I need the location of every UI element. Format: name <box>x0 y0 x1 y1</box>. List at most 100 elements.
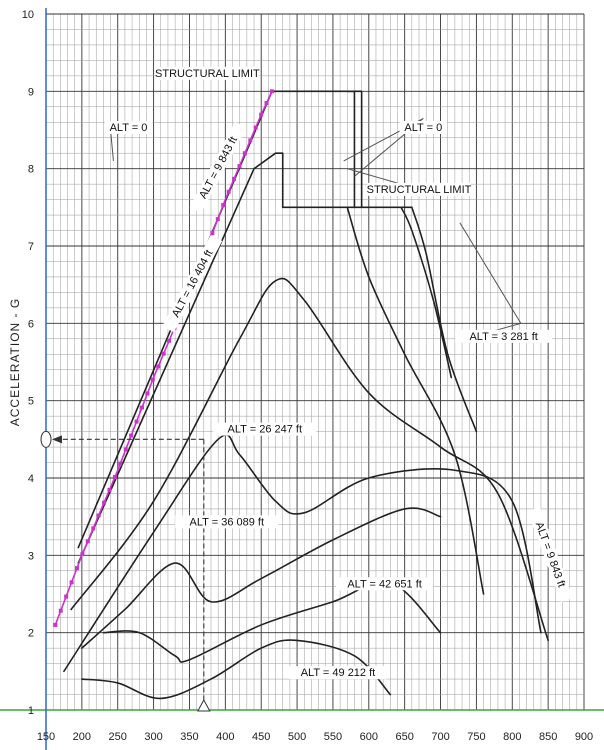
data-point <box>139 405 144 410</box>
data-point <box>242 151 247 156</box>
annotation-label: ALT = 36 089 ft <box>175 515 279 529</box>
data-point <box>221 203 226 208</box>
annotation-text: ALT = 49 212 ft <box>301 667 376 679</box>
x-tick-label: 350 <box>180 731 198 743</box>
y-tick-label: 7 <box>28 241 34 253</box>
annotation-bg <box>399 121 448 134</box>
annotation-text: ALT = 3 281 ft <box>469 331 537 343</box>
annotation-label: ALT = 49 212 ft <box>289 666 387 680</box>
chart-curves <box>63 90 549 700</box>
data-point <box>150 377 155 382</box>
data-point <box>156 364 161 369</box>
chart-axes <box>0 8 604 750</box>
x-tick-label: 550 <box>324 731 342 743</box>
y-axis-label: ACCELERATION - G <box>8 298 22 426</box>
annotation-bg <box>104 121 153 134</box>
data-point <box>259 112 264 117</box>
leader-line <box>459 222 522 324</box>
data-point <box>102 500 107 505</box>
leader-line <box>110 129 114 161</box>
annotation-bg <box>175 515 279 529</box>
series-line <box>346 90 363 209</box>
data-point <box>123 447 128 452</box>
x-tick-label: 700 <box>431 731 449 743</box>
data-point <box>232 176 237 181</box>
data-point <box>167 338 172 343</box>
data-point <box>253 125 258 130</box>
data-point <box>237 164 242 169</box>
y-tick-label: 3 <box>28 550 34 562</box>
annotation-bg <box>213 422 317 436</box>
series-line <box>346 206 485 595</box>
annotation-bg <box>367 182 471 196</box>
arrowhead <box>52 435 62 444</box>
annotation-label: ALT = 9 843 ft <box>527 506 574 603</box>
data-point <box>161 351 166 356</box>
data-point <box>58 608 63 613</box>
annotation-bg <box>527 506 574 603</box>
x-tick-label: 450 <box>252 731 270 743</box>
annotation-bg <box>162 234 223 333</box>
data-point <box>74 566 79 571</box>
chart-tick-labels: 150 200 250 300 350 400 450 500 550 600 650 700 750 8… <box>22 9 593 743</box>
data-point <box>96 513 101 518</box>
x-tick-label: 300 <box>144 731 162 743</box>
y-tick-label: 6 <box>28 318 34 330</box>
x-tick-label: 500 <box>288 731 306 743</box>
annotation-label: STRUCTURAL LIMIT <box>155 66 260 80</box>
annotation-label: ALT = 0 <box>104 121 153 134</box>
annotation-text: ALT = 0 <box>110 122 148 134</box>
data-point <box>269 89 274 94</box>
annotation-label: ALT = 26 247 ft <box>213 422 317 436</box>
x-tick-label: 750 <box>467 731 485 743</box>
chart-grid <box>45 13 585 711</box>
x-tick-label: 400 <box>216 731 234 743</box>
x-marker <box>196 698 211 712</box>
series-line <box>81 507 442 649</box>
data-point <box>80 552 85 557</box>
annotation-text: ALT = 16 404 ft <box>170 248 216 319</box>
series-line <box>63 434 542 673</box>
data-point <box>53 622 58 627</box>
annotation-text: ALT = 42 651 ft <box>347 578 422 590</box>
data-point <box>129 433 134 438</box>
y-tick-label: 4 <box>28 473 34 485</box>
annotation-bg <box>189 121 247 214</box>
data-point <box>145 391 150 396</box>
annotation-label: STRUCTURAL LIMIT <box>367 182 472 196</box>
data-point <box>134 419 139 424</box>
series-line <box>70 277 549 642</box>
chart-leader-lines <box>110 117 522 340</box>
x-tick-label: 650 <box>395 731 413 743</box>
y-tick-label: 2 <box>28 628 34 640</box>
x-tick-label: 150 <box>37 731 55 743</box>
data-point <box>118 461 123 466</box>
annotation-label: ALT = 42 651 ft <box>336 577 434 591</box>
x-tick-label: 850 <box>539 731 557 743</box>
annotation-bg <box>155 66 259 80</box>
data-point <box>64 594 69 599</box>
data-point <box>91 526 96 531</box>
y-tick-label: 1 <box>28 705 34 717</box>
data-point <box>248 138 253 143</box>
series-line <box>411 206 478 433</box>
annotation-text: ALT = 9 843 ft <box>533 520 568 588</box>
annotation-bg <box>336 577 434 591</box>
x-tick-label: 600 <box>360 731 378 743</box>
data-point <box>107 487 112 492</box>
annotation-text: STRUCTURAL LIMIT <box>367 184 472 196</box>
series-line <box>77 152 284 564</box>
annotation-text: STRUCTURAL LIMIT <box>155 68 260 80</box>
annotation-label: ALT = 0 <box>399 121 448 134</box>
data-point <box>69 580 74 585</box>
series-line <box>81 639 392 700</box>
y-tick-label: 5 <box>28 396 34 408</box>
annotation-label: ALT = 3 281 ft <box>455 329 553 343</box>
chart-reference-marker <box>40 430 211 712</box>
data-point <box>210 231 215 236</box>
data-point <box>85 539 90 544</box>
annotation-text: ALT = 36 089 ft <box>190 516 265 528</box>
y-marker <box>40 430 52 448</box>
data-point <box>264 101 269 106</box>
